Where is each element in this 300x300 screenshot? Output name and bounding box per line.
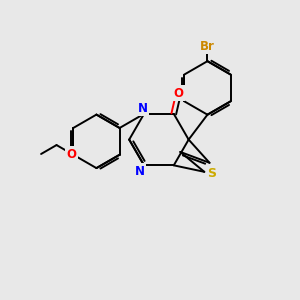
Text: Br: Br (200, 40, 215, 53)
Text: S: S (207, 167, 216, 180)
Text: O: O (67, 148, 77, 160)
Text: N: N (138, 102, 148, 115)
Text: N: N (135, 165, 145, 178)
Text: O: O (173, 87, 183, 100)
